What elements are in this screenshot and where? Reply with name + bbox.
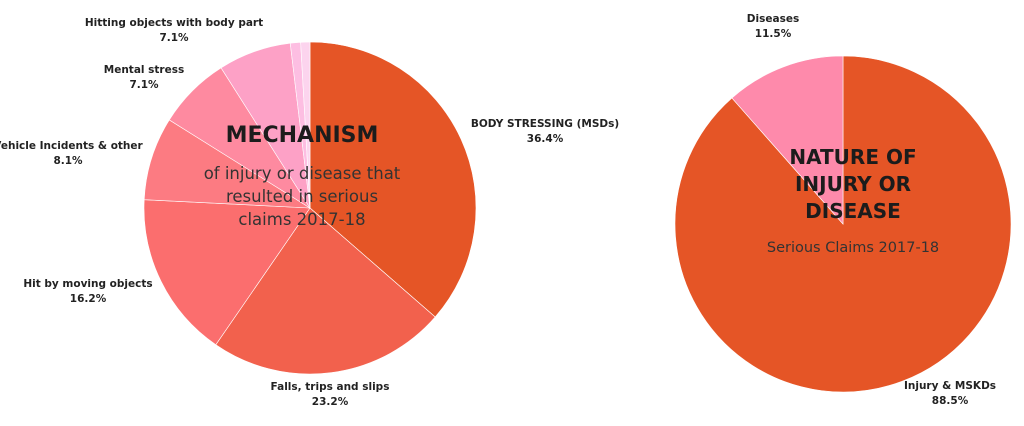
slice-label: Mental stress (104, 64, 184, 76)
pie-slice-diseases (731, 55, 844, 225)
slice-value-label: 7.1% (159, 32, 189, 44)
slice-value-label: 88.5% (932, 395, 969, 407)
pie-slice-hit-by-moving-objects (143, 199, 311, 346)
slice-label: Injury & MSKDs (904, 380, 996, 392)
slice-label: Diseases (747, 13, 799, 25)
pie-slice-unlabeled-7 (300, 41, 311, 209)
pie-slice-falls-trips-and-slips (215, 207, 436, 375)
slice-value-label: 16.2% (70, 293, 107, 305)
slice-value-label: 11.5% (755, 28, 792, 40)
slice-label: BODY STRESSING (MSDs) (471, 118, 619, 130)
slice-label: Vehicle Incidents & other (0, 140, 144, 152)
slice-value-label: 7.1% (129, 79, 159, 91)
slice-label: Falls, trips and slips (271, 381, 390, 393)
slice-value-label: 8.1% (53, 155, 83, 167)
slice-label: Hit by moving objects (23, 278, 152, 290)
chart-subtitle: resulted in serious (226, 187, 378, 206)
chart-subtitle: of injury or disease that (204, 164, 401, 183)
pie-slice-body-stressing-msds (309, 41, 477, 318)
chart-subtitle: Serious Claims 2017-18 (767, 240, 939, 256)
chart-title: INJURY OR (795, 172, 911, 196)
chart-subtitle: claims 2017-18 (238, 210, 365, 229)
slice-value-label: 36.4% (527, 133, 564, 145)
slice-value-label: 23.2% (312, 396, 349, 408)
chart-title: DISEASE (805, 199, 901, 223)
pie-chart-1: BODY STRESSING (MSDs) 36.4% Falls, trips a… (0, 17, 619, 408)
slice-label: Hitting objects with body part (85, 17, 263, 29)
chart-title: NATURE OF (789, 145, 916, 169)
chart-title: MECHANISM (226, 123, 379, 148)
pie-chart-2: Injury & MSKDs 88.5% Diseases 11.5% NATURE O… (674, 13, 1012, 407)
